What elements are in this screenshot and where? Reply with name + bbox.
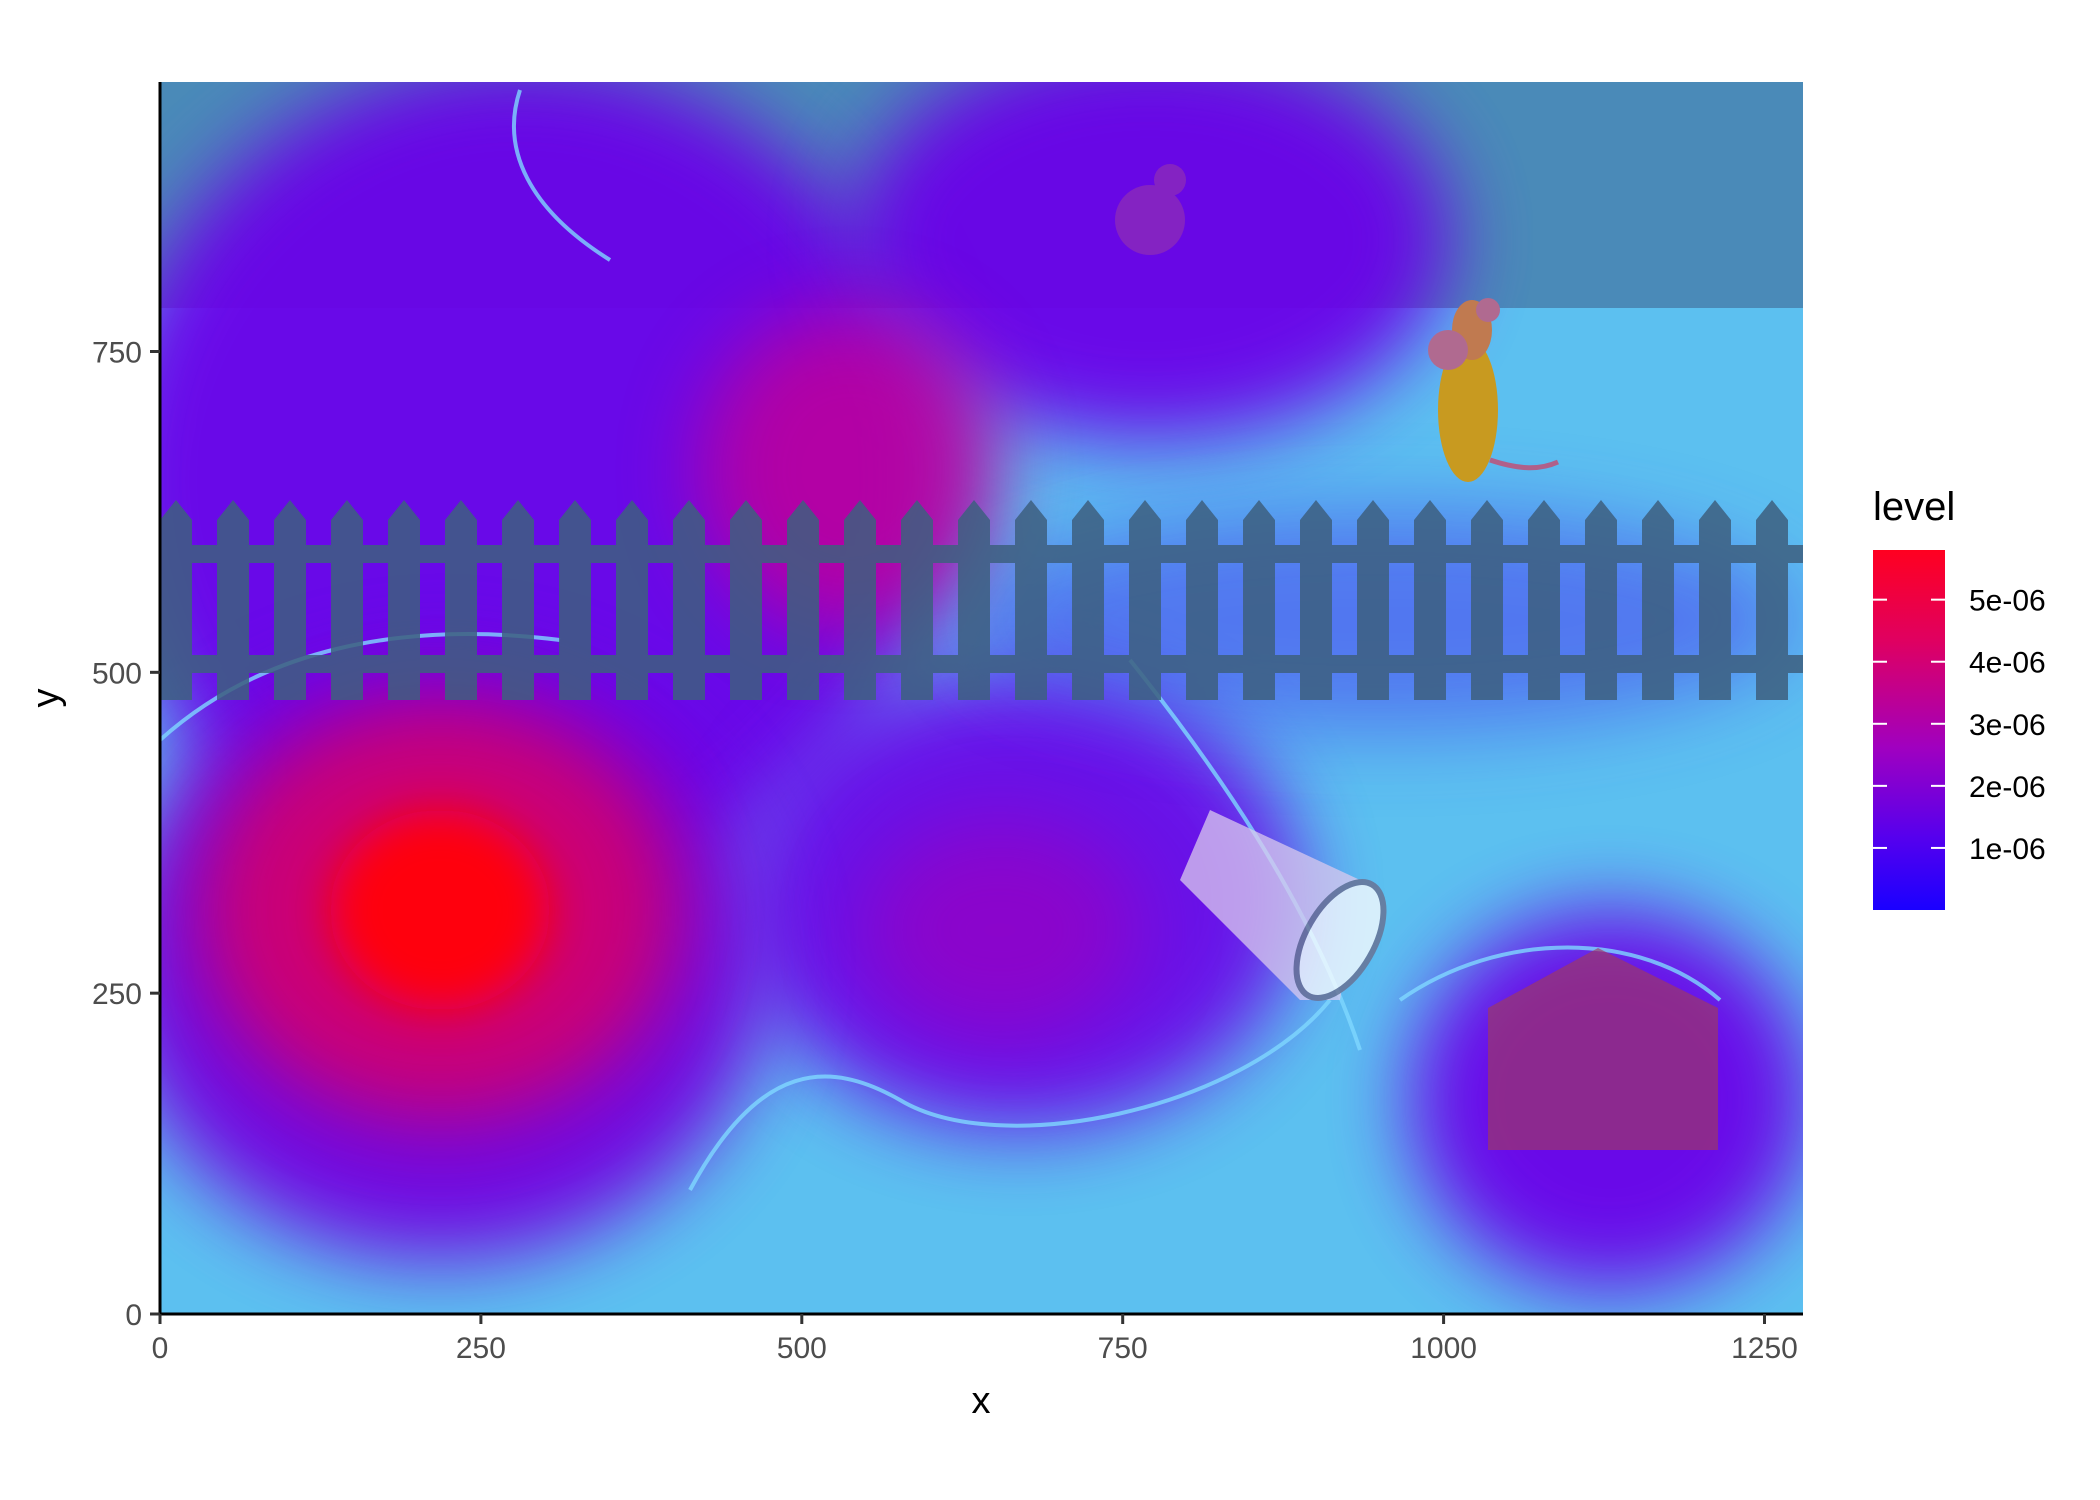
plot-panel [160, 82, 1803, 1314]
legend-label: 5e-06 [1969, 585, 2046, 618]
fence-picket [331, 500, 363, 700]
hotspot-high-core [330, 810, 550, 1010]
y-axis-ticks: 0 250 500 750 [92, 337, 160, 1332]
legend-ticks: 1e-06 2e-06 3e-06 4e-06 5e-06 [1873, 585, 2046, 866]
fence-picket [1414, 500, 1446, 700]
mouse-shadow [1115, 164, 1186, 255]
legend-label: 4e-06 [1969, 647, 2046, 680]
fence-picket [160, 500, 192, 700]
legend-label: 2e-06 [1969, 771, 2046, 804]
fence-picket [1357, 500, 1389, 700]
fence-picket [673, 500, 705, 700]
x-axis-title: x [972, 1380, 991, 1422]
fence-picket [1072, 500, 1104, 700]
x-tick-label: 250 [456, 1332, 506, 1365]
box-object [1488, 948, 1718, 1150]
mouse-figure [1428, 298, 1560, 482]
y-axis-title: y [25, 689, 67, 708]
fence-picket [958, 500, 990, 700]
x-tick-label: 1250 [1731, 1332, 1798, 1365]
legend-title: level [1873, 485, 1955, 529]
y-tick-label: 250 [92, 978, 142, 1011]
fence-picket [388, 500, 420, 700]
fence-picket [1015, 500, 1047, 700]
fence-picket [844, 500, 876, 700]
fence-picket [1129, 500, 1161, 700]
hotspot-mid [860, 820, 1140, 1040]
fence-picket [217, 500, 249, 700]
fence-picket [502, 500, 534, 700]
fence-picket [616, 500, 648, 700]
y-tick-label: 0 [125, 1299, 142, 1332]
x-tick-label: 1000 [1410, 1332, 1477, 1365]
fence-picket [1186, 500, 1218, 700]
x-tick-label: 0 [152, 1332, 169, 1365]
legend-label: 1e-06 [1969, 833, 2046, 866]
fence-picket [1642, 500, 1674, 700]
fence-picket [1699, 500, 1731, 700]
fence-picket [1300, 500, 1332, 700]
tube-object [1180, 810, 1387, 1001]
fence [160, 500, 1803, 700]
legend: level 1e-06 2e-06 3e-06 4e-06 5e-06 [1873, 485, 2046, 910]
fence-picket [1528, 500, 1560, 700]
fence-picket [274, 500, 306, 700]
fence-picket [1471, 500, 1503, 700]
fence-picket [1756, 500, 1788, 700]
x-axis-ticks: 0 250 500 750 1000 1250 [152, 1314, 1798, 1365]
fence-picket [1243, 500, 1275, 700]
x-tick-label: 500 [777, 1332, 827, 1365]
fence-picket [445, 500, 477, 700]
y-tick-label: 500 [92, 657, 142, 690]
x-tick-label: 750 [1098, 1332, 1148, 1365]
fence-picket [787, 500, 819, 700]
fence-picket [559, 500, 591, 700]
fence-picket [730, 500, 762, 700]
legend-colorbar [1873, 550, 1945, 910]
y-tick-label: 750 [92, 337, 142, 370]
fence-picket [1585, 500, 1617, 700]
fence-picket [901, 500, 933, 700]
density-region [850, 82, 1450, 440]
legend-label: 3e-06 [1969, 709, 2046, 742]
